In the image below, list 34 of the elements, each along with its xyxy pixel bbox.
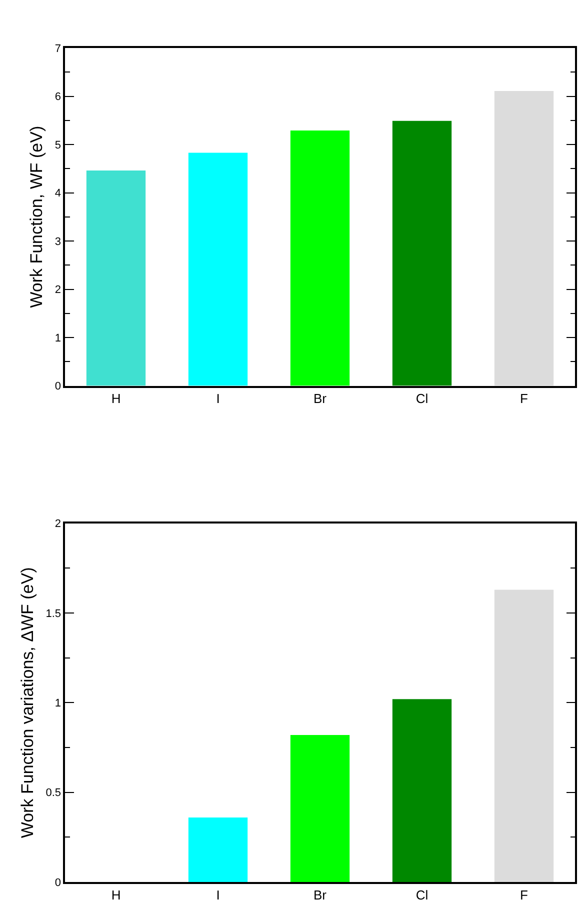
y-axis-title: Work Function variations, ΔWF (eV)	[18, 567, 37, 838]
bar	[392, 699, 452, 882]
bar	[188, 152, 248, 386]
x-tick-label: H	[111, 887, 121, 902]
y-tick-label: 2	[54, 518, 62, 530]
y-tick-label: 1	[54, 698, 62, 710]
y-tick-label: 1.5	[46, 608, 62, 620]
bar	[290, 130, 350, 386]
y-tick-label: 0	[54, 380, 62, 393]
y-tick-label: 7	[54, 42, 62, 55]
x-tick-label: I	[216, 887, 220, 902]
y-tick-label: 1	[54, 332, 62, 344]
y-tick-label: 4	[54, 188, 62, 200]
y-tick-label: 6	[54, 91, 62, 104]
bar	[494, 590, 554, 882]
bar	[290, 734, 350, 882]
y-tick-label: 3	[54, 236, 62, 248]
x-tick-label: Br	[314, 391, 328, 406]
x-tick-label: H	[111, 391, 121, 406]
x-tick-label: Cl	[416, 887, 428, 902]
bar	[392, 120, 452, 386]
x-tick-label: Cl	[416, 391, 428, 406]
x-tick-label: Br	[314, 887, 328, 902]
bar	[188, 817, 248, 882]
y-tick-label: 0	[54, 876, 62, 889]
x-tick-label: I	[216, 391, 220, 406]
y-axis-title: Work Function, WF (eV)	[26, 126, 46, 308]
x-tick-label: F	[520, 391, 528, 406]
y-tick-label: 0.5	[46, 787, 62, 800]
x-tick-label: F	[520, 887, 528, 902]
y-tick-label: 2	[54, 284, 62, 296]
bar	[494, 90, 554, 386]
bar	[86, 170, 146, 386]
y-tick-label: 5	[54, 139, 62, 152]
